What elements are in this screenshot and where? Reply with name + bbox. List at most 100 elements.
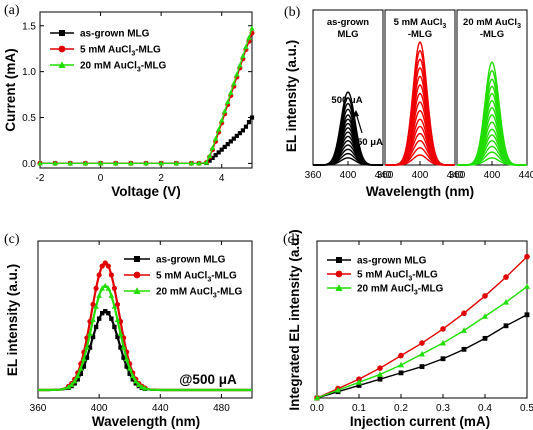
data-point-d bbox=[356, 383, 362, 388]
y-tick-label-a: 0.5 bbox=[22, 113, 36, 124]
data-point-c bbox=[75, 377, 80, 382]
data-point-d bbox=[398, 361, 404, 368]
data-point-a bbox=[228, 139, 233, 144]
x-tick-label-d: 0.0 bbox=[310, 403, 324, 414]
data-point-c bbox=[108, 292, 115, 298]
x-axis-label-d: Injection current (mA) bbox=[350, 414, 490, 429]
legend-label-d: as-grown MLG bbox=[357, 256, 427, 267]
legend-label-a: 20 mM AuCl3-MLG bbox=[80, 61, 167, 74]
data-point-a bbox=[97, 160, 104, 166]
series-line-a bbox=[40, 28, 253, 165]
data-point-c bbox=[100, 310, 105, 316]
data-point-a bbox=[113, 160, 119, 166]
legend-marker-a bbox=[58, 45, 66, 53]
data-point-c bbox=[68, 381, 75, 387]
subplot-title-b: -MLG bbox=[480, 29, 504, 40]
data-point-a bbox=[196, 160, 202, 166]
data-point-a bbox=[219, 117, 225, 123]
data-point-a bbox=[213, 153, 218, 158]
spectrum-curve-b bbox=[456, 107, 528, 166]
data-point-a bbox=[216, 150, 221, 155]
data-point-c bbox=[90, 301, 96, 308]
panel-d: 0.0 0.1 0.2 0.3 0.4 0.5 Injection current (mA)… bbox=[283, 229, 533, 429]
x-tick-label-c: 360 bbox=[30, 403, 47, 414]
data-point-a bbox=[240, 128, 246, 133]
data-point-c bbox=[87, 330, 93, 337]
data-point-c bbox=[81, 355, 87, 362]
data-point-d bbox=[440, 356, 446, 362]
spectrum-curve-b bbox=[456, 61, 528, 166]
legend-label-d: 5 mM AuCl3-MLG bbox=[357, 270, 438, 283]
panel-label-a: (a) bbox=[4, 3, 20, 18]
data-point-a bbox=[82, 160, 89, 166]
data-point-a bbox=[206, 153, 213, 159]
data-point-d bbox=[377, 376, 383, 382]
subplot-title-b: MLG bbox=[337, 29, 358, 40]
data-point-a bbox=[246, 120, 252, 125]
arrow-head-b bbox=[352, 110, 359, 117]
data-point-a bbox=[237, 131, 242, 136]
data-point-d bbox=[524, 253, 530, 260]
panel-label-d: (d) bbox=[283, 232, 300, 247]
x-tick-label-b: 360 bbox=[305, 170, 322, 181]
data-point-c bbox=[93, 303, 99, 309]
data-point-c bbox=[142, 385, 148, 391]
legend-label-c: as-grown MLG bbox=[156, 255, 226, 266]
x-axis-label-b: Wavelength (nm) bbox=[366, 184, 474, 199]
data-point-a bbox=[173, 160, 179, 166]
data-point-d bbox=[440, 326, 446, 332]
x-tick-label-a: 0 bbox=[98, 173, 104, 184]
data-point-d bbox=[461, 327, 467, 333]
data-point-d bbox=[503, 299, 509, 305]
x-tick-label-b: 360 bbox=[449, 170, 466, 181]
y-axis-label-d: Integrated EL intensity (a.u.) bbox=[287, 229, 302, 410]
legend-marker-a bbox=[58, 61, 66, 68]
data-point-d bbox=[377, 365, 383, 371]
series-line-c bbox=[37, 261, 252, 392]
panel-label-b: (b) bbox=[284, 5, 301, 20]
x-tick-label-a: -2 bbox=[36, 173, 45, 184]
data-point-c bbox=[90, 316, 96, 323]
spectrum-curve-b bbox=[312, 91, 384, 166]
data-point-c bbox=[114, 316, 121, 323]
data-point-d bbox=[503, 274, 509, 280]
data-point-a bbox=[209, 144, 216, 150]
data-point-c bbox=[71, 378, 78, 384]
legend-marker-a bbox=[59, 30, 65, 36]
data-point-a bbox=[207, 158, 212, 163]
legend-marker-c bbox=[133, 287, 141, 294]
legend-marker-c bbox=[134, 256, 140, 262]
panel-label-c: (c) bbox=[4, 232, 20, 247]
subplot-title-b: as-grown bbox=[327, 17, 369, 28]
data-point-c bbox=[84, 344, 90, 350]
data-point-c bbox=[121, 355, 126, 360]
data-point-d bbox=[461, 346, 467, 352]
x-tick-label-b: 360 bbox=[377, 170, 394, 181]
data-point-d bbox=[524, 283, 530, 289]
data-point-a bbox=[249, 115, 255, 120]
legend-label-d: 20 mM AuCl3-MLG bbox=[357, 284, 444, 297]
x-tick-label-d: 0.1 bbox=[352, 403, 366, 414]
data-point-c bbox=[111, 285, 118, 291]
current-annotation-low-b: 50 μA bbox=[357, 137, 383, 148]
data-point-d bbox=[524, 312, 530, 318]
data-point-c bbox=[129, 372, 136, 379]
legend-label-a: 5 mM AuCl3-MLG bbox=[80, 45, 161, 58]
annotation-c: @500 μA bbox=[179, 372, 237, 387]
current-annotation-high-b: 500 μA bbox=[331, 95, 362, 106]
legend-label-a: as-grown MLG bbox=[80, 29, 150, 40]
x-tick-label-b: 440 bbox=[519, 170, 533, 181]
spectrum-curve-b bbox=[456, 69, 528, 166]
data-point-a bbox=[225, 142, 230, 147]
data-point-a bbox=[188, 160, 195, 166]
x-tick-label-d: 0.2 bbox=[394, 403, 408, 414]
data-point-c bbox=[65, 384, 72, 390]
y-tick-label-a: 1.5 bbox=[22, 21, 36, 32]
spectrum-curve-b bbox=[456, 85, 528, 166]
spectrum-curve-b bbox=[384, 125, 456, 166]
data-point-d bbox=[335, 386, 341, 393]
data-point-a bbox=[222, 108, 228, 114]
data-point-d bbox=[419, 364, 425, 369]
data-point-c bbox=[81, 364, 87, 369]
legend-label-c: 5 mM AuCl3-MLG bbox=[156, 271, 237, 284]
